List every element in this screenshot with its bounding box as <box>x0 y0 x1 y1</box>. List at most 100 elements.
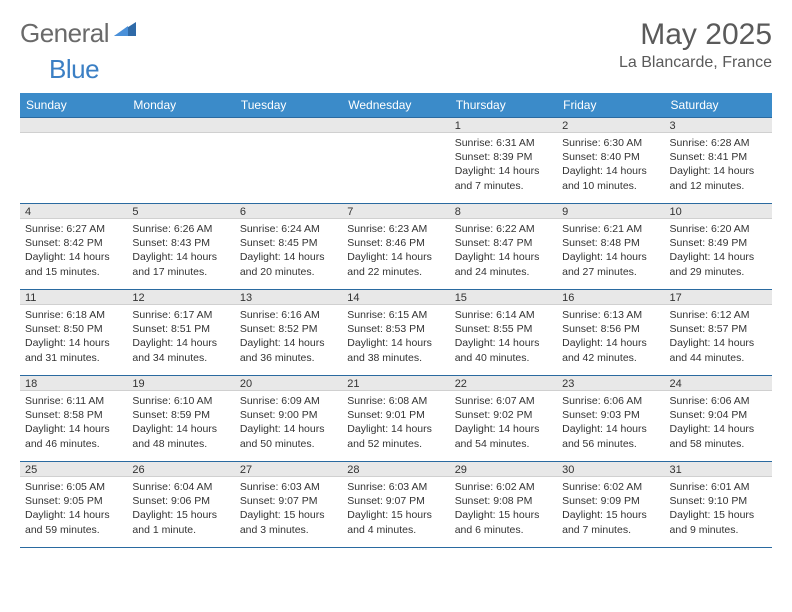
day-details: Sunrise: 6:01 AMSunset: 9:10 PMDaylight:… <box>665 477 772 540</box>
day-number: 6 <box>235 204 342 219</box>
sunrise-text: Sunrise: 6:10 AM <box>132 394 229 408</box>
calendar-day-cell: 19Sunrise: 6:10 AMSunset: 8:59 PMDayligh… <box>127 376 234 462</box>
day-details: Sunrise: 6:03 AMSunset: 9:07 PMDaylight:… <box>342 477 449 540</box>
day-number: 31 <box>665 462 772 477</box>
brand-triangle-icon <box>114 20 136 39</box>
sunrise-text: Sunrise: 6:22 AM <box>455 222 552 236</box>
sunset-text: Sunset: 9:07 PM <box>240 494 337 508</box>
day-details: Sunrise: 6:16 AMSunset: 8:52 PMDaylight:… <box>235 305 342 368</box>
calendar-day-cell: 24Sunrise: 6:06 AMSunset: 9:04 PMDayligh… <box>665 376 772 462</box>
day-details: Sunrise: 6:02 AMSunset: 9:08 PMDaylight:… <box>450 477 557 540</box>
day-details: Sunrise: 6:15 AMSunset: 8:53 PMDaylight:… <box>342 305 449 368</box>
daylight-text: Daylight: 14 hours and 48 minutes. <box>132 422 229 450</box>
day-number: 11 <box>20 290 127 305</box>
daylight-text: Daylight: 14 hours and 15 minutes. <box>25 250 122 278</box>
sunrise-text: Sunrise: 6:07 AM <box>455 394 552 408</box>
calendar-day-cell: 17Sunrise: 6:12 AMSunset: 8:57 PMDayligh… <box>665 290 772 376</box>
day-number: 3 <box>665 118 772 133</box>
day-number: 19 <box>127 376 234 391</box>
daylight-text: Daylight: 14 hours and 12 minutes. <box>670 164 767 192</box>
calendar-day-cell: 18Sunrise: 6:11 AMSunset: 8:58 PMDayligh… <box>20 376 127 462</box>
day-number: 16 <box>557 290 664 305</box>
sunrise-text: Sunrise: 6:20 AM <box>670 222 767 236</box>
daylight-text: Daylight: 14 hours and 10 minutes. <box>562 164 659 192</box>
daylight-text: Daylight: 15 hours and 7 minutes. <box>562 508 659 536</box>
sunrise-text: Sunrise: 6:15 AM <box>347 308 444 322</box>
calendar-week-row: 4Sunrise: 6:27 AMSunset: 8:42 PMDaylight… <box>20 204 772 290</box>
sunrise-text: Sunrise: 6:03 AM <box>347 480 444 494</box>
col-sunday: Sunday <box>20 93 127 118</box>
day-details: Sunrise: 6:23 AMSunset: 8:46 PMDaylight:… <box>342 219 449 282</box>
calendar-table: Sunday Monday Tuesday Wednesday Thursday… <box>20 93 772 548</box>
day-details: Sunrise: 6:26 AMSunset: 8:43 PMDaylight:… <box>127 219 234 282</box>
sunset-text: Sunset: 9:03 PM <box>562 408 659 422</box>
sunset-text: Sunset: 9:07 PM <box>347 494 444 508</box>
day-number <box>20 118 127 133</box>
daylight-text: Daylight: 14 hours and 42 minutes. <box>562 336 659 364</box>
day-details: Sunrise: 6:27 AMSunset: 8:42 PMDaylight:… <box>20 219 127 282</box>
sunrise-text: Sunrise: 6:23 AM <box>347 222 444 236</box>
day-number <box>342 118 449 133</box>
calendar-day-cell: 4Sunrise: 6:27 AMSunset: 8:42 PMDaylight… <box>20 204 127 290</box>
calendar-day-cell: 12Sunrise: 6:17 AMSunset: 8:51 PMDayligh… <box>127 290 234 376</box>
day-number: 1 <box>450 118 557 133</box>
day-number: 23 <box>557 376 664 391</box>
calendar-day-cell: 27Sunrise: 6:03 AMSunset: 9:07 PMDayligh… <box>235 462 342 548</box>
daylight-text: Daylight: 14 hours and 36 minutes. <box>240 336 337 364</box>
day-number: 21 <box>342 376 449 391</box>
day-details: Sunrise: 6:18 AMSunset: 8:50 PMDaylight:… <box>20 305 127 368</box>
day-details: Sunrise: 6:06 AMSunset: 9:03 PMDaylight:… <box>557 391 664 454</box>
sunrise-text: Sunrise: 6:31 AM <box>455 136 552 150</box>
day-number: 18 <box>20 376 127 391</box>
daylight-text: Daylight: 15 hours and 9 minutes. <box>670 508 767 536</box>
sunrise-text: Sunrise: 6:24 AM <box>240 222 337 236</box>
sunset-text: Sunset: 9:08 PM <box>455 494 552 508</box>
day-details: Sunrise: 6:12 AMSunset: 8:57 PMDaylight:… <box>665 305 772 368</box>
day-details: Sunrise: 6:06 AMSunset: 9:04 PMDaylight:… <box>665 391 772 454</box>
day-number: 4 <box>20 204 127 219</box>
daylight-text: Daylight: 14 hours and 34 minutes. <box>132 336 229 364</box>
sunrise-text: Sunrise: 6:06 AM <box>562 394 659 408</box>
sunrise-text: Sunrise: 6:11 AM <box>25 394 122 408</box>
sunset-text: Sunset: 8:52 PM <box>240 322 337 336</box>
daylight-text: Daylight: 15 hours and 4 minutes. <box>347 508 444 536</box>
sunrise-text: Sunrise: 6:06 AM <box>670 394 767 408</box>
day-details: Sunrise: 6:20 AMSunset: 8:49 PMDaylight:… <box>665 219 772 282</box>
sunset-text: Sunset: 8:47 PM <box>455 236 552 250</box>
sunrise-text: Sunrise: 6:13 AM <box>562 308 659 322</box>
sunrise-text: Sunrise: 6:21 AM <box>562 222 659 236</box>
day-details: Sunrise: 6:30 AMSunset: 8:40 PMDaylight:… <box>557 133 664 196</box>
calendar-week-row: 11Sunrise: 6:18 AMSunset: 8:50 PMDayligh… <box>20 290 772 376</box>
calendar-day-cell: 6Sunrise: 6:24 AMSunset: 8:45 PMDaylight… <box>235 204 342 290</box>
calendar-day-cell: 31Sunrise: 6:01 AMSunset: 9:10 PMDayligh… <box>665 462 772 548</box>
calendar-day-cell: 3Sunrise: 6:28 AMSunset: 8:41 PMDaylight… <box>665 118 772 204</box>
calendar-day-cell: 1Sunrise: 6:31 AMSunset: 8:39 PMDaylight… <box>450 118 557 204</box>
sunset-text: Sunset: 8:46 PM <box>347 236 444 250</box>
day-header-row: Sunday Monday Tuesday Wednesday Thursday… <box>20 93 772 118</box>
day-details: Sunrise: 6:14 AMSunset: 8:55 PMDaylight:… <box>450 305 557 368</box>
sunset-text: Sunset: 8:49 PM <box>670 236 767 250</box>
day-details: Sunrise: 6:02 AMSunset: 9:09 PMDaylight:… <box>557 477 664 540</box>
daylight-text: Daylight: 14 hours and 44 minutes. <box>670 336 767 364</box>
sunrise-text: Sunrise: 6:01 AM <box>670 480 767 494</box>
sunrise-text: Sunrise: 6:02 AM <box>455 480 552 494</box>
day-number <box>127 118 234 133</box>
calendar-day-cell <box>235 118 342 204</box>
day-number: 30 <box>557 462 664 477</box>
daylight-text: Daylight: 14 hours and 29 minutes. <box>670 250 767 278</box>
calendar-day-cell: 30Sunrise: 6:02 AMSunset: 9:09 PMDayligh… <box>557 462 664 548</box>
day-details: Sunrise: 6:13 AMSunset: 8:56 PMDaylight:… <box>557 305 664 368</box>
calendar-day-cell: 5Sunrise: 6:26 AMSunset: 8:43 PMDaylight… <box>127 204 234 290</box>
daylight-text: Daylight: 14 hours and 46 minutes. <box>25 422 122 450</box>
col-tuesday: Tuesday <box>235 93 342 118</box>
daylight-text: Daylight: 14 hours and 59 minutes. <box>25 508 122 536</box>
daylight-text: Daylight: 14 hours and 31 minutes. <box>25 336 122 364</box>
day-details: Sunrise: 6:10 AMSunset: 8:59 PMDaylight:… <box>127 391 234 454</box>
day-number: 25 <box>20 462 127 477</box>
day-number: 24 <box>665 376 772 391</box>
calendar-week-row: 1Sunrise: 6:31 AMSunset: 8:39 PMDaylight… <box>20 118 772 204</box>
calendar-day-cell <box>20 118 127 204</box>
brand-part1: General <box>20 18 109 49</box>
daylight-text: Daylight: 14 hours and 24 minutes. <box>455 250 552 278</box>
title-block: May 2025 La Blancarde, France <box>619 18 772 72</box>
